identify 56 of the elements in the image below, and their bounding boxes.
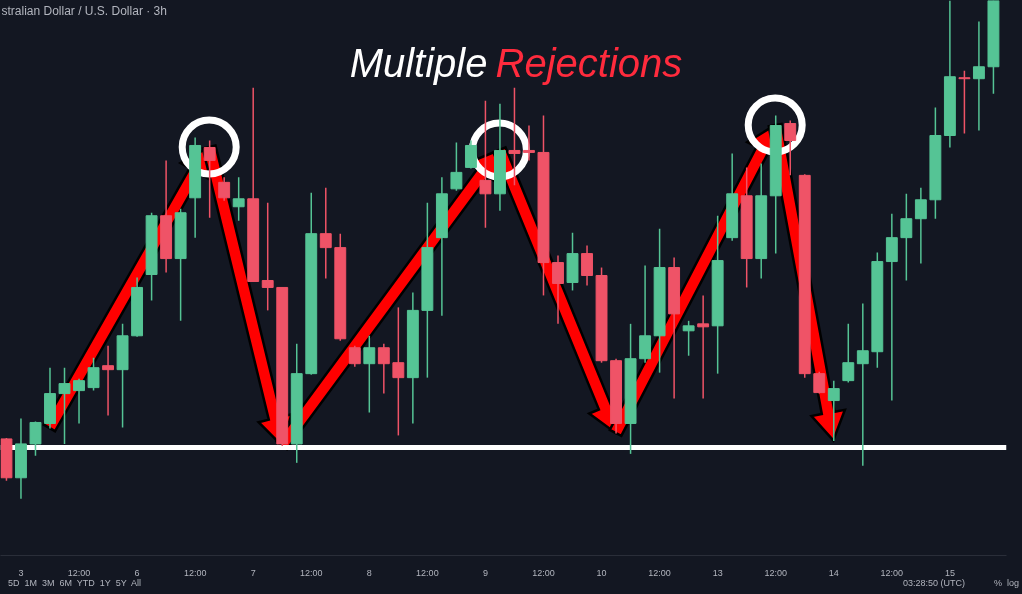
candlestick bbox=[464, 139, 477, 170]
x-tick-label: 15 bbox=[944, 567, 955, 578]
candlestick bbox=[319, 187, 332, 280]
candlestick bbox=[784, 119, 797, 177]
candlestick bbox=[639, 264, 652, 364]
candlestick bbox=[682, 320, 695, 357]
x-tick-label: 6 bbox=[134, 567, 140, 578]
candlestick bbox=[377, 343, 390, 395]
x-tick-label: 12:00 bbox=[648, 567, 671, 578]
candlestick bbox=[885, 212, 898, 402]
x-tick-label: 12:00 bbox=[880, 567, 904, 578]
chart-subtitle: stralian Dollar / U.S. Dollar · 3h bbox=[1, 3, 167, 18]
candlestick bbox=[581, 244, 593, 287]
x-tick-label: 12:00 bbox=[299, 567, 323, 578]
x-tick-label: 7 bbox=[250, 567, 256, 578]
candlestick bbox=[348, 345, 361, 368]
candlestick bbox=[450, 141, 463, 192]
candlestick bbox=[900, 193, 913, 282]
candlestick bbox=[972, 20, 985, 132]
x-tick-label: 12:00 bbox=[416, 567, 439, 578]
x-tick-label: 12:00 bbox=[764, 567, 787, 578]
candlestick bbox=[73, 377, 85, 425]
candlestick bbox=[813, 370, 826, 395]
candlestick bbox=[203, 139, 216, 219]
text: Multiple Rejections bbox=[349, 40, 683, 85]
x-tick-label: 3 bbox=[18, 567, 24, 578]
x-tick-label: 9 bbox=[482, 567, 488, 578]
x-tick-label: 12:00 bbox=[183, 567, 207, 578]
candlestick bbox=[856, 302, 869, 467]
candlestick bbox=[827, 379, 840, 442]
x-tick-label: 13 bbox=[712, 567, 723, 578]
candlestick bbox=[914, 187, 927, 265]
candlestick bbox=[261, 202, 274, 312]
candlestick bbox=[697, 294, 710, 400]
x-tick-label: 14 bbox=[828, 567, 839, 578]
candlestick bbox=[232, 176, 245, 222]
candlestick bbox=[523, 124, 535, 162]
candlestick bbox=[842, 323, 855, 384]
candlestick bbox=[58, 366, 71, 445]
candlestick bbox=[87, 356, 100, 392]
x-tick-label: 12:00 bbox=[532, 567, 555, 578]
candlestick bbox=[508, 86, 521, 187]
text: 5D 1M 3M 6M YTD 1Y 5Y All bbox=[8, 578, 142, 589]
candlestick bbox=[363, 335, 376, 414]
candlestick bbox=[479, 99, 492, 229]
x-tick-label: 8 bbox=[366, 567, 372, 578]
candlestick bbox=[958, 70, 971, 135]
x-tick-label: 12:00 bbox=[67, 567, 91, 578]
candlestick bbox=[392, 306, 405, 437]
text: % log bbox=[993, 578, 1019, 589]
x-tick-label: 10 bbox=[596, 567, 607, 578]
candlestick bbox=[29, 420, 42, 457]
candlestick bbox=[218, 176, 231, 202]
text: 03:28:50 (UTC) bbox=[902, 578, 965, 589]
candlestick bbox=[552, 254, 564, 325]
candlestick bbox=[102, 345, 114, 417]
